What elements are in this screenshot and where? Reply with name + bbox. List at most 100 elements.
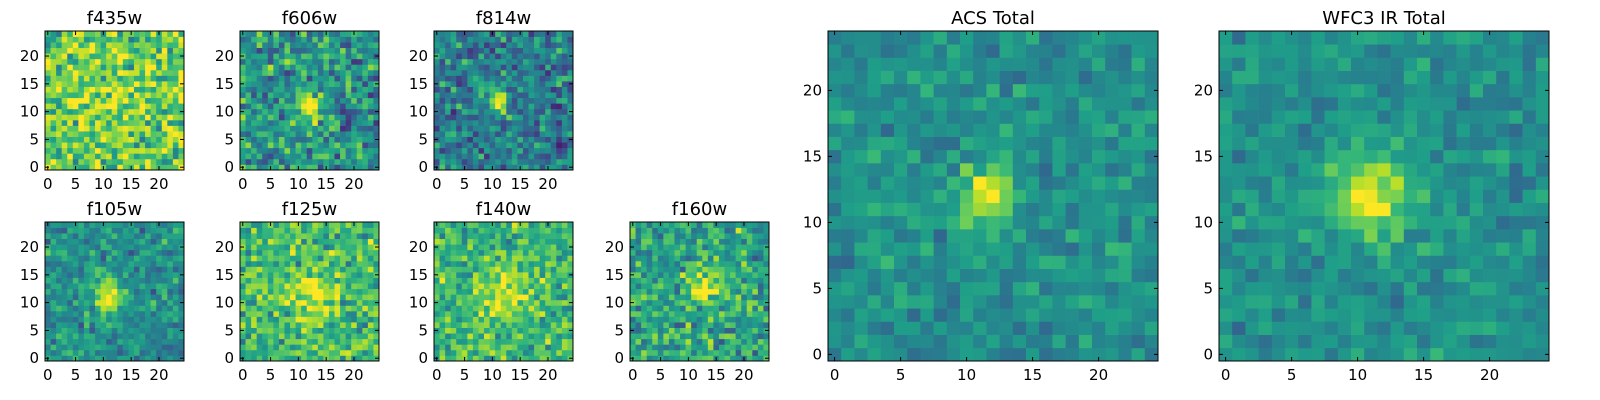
heatmap-cell bbox=[556, 42, 563, 49]
heatmap-cell bbox=[145, 355, 151, 362]
heatmap-cell bbox=[145, 260, 151, 267]
heatmap-cell bbox=[133, 277, 140, 284]
heatmap-cell bbox=[439, 294, 446, 301]
heatmap-cell bbox=[489, 81, 496, 87]
heatmap-cell bbox=[167, 164, 174, 171]
heatmap-cell bbox=[867, 176, 882, 190]
heatmap-cell bbox=[478, 260, 485, 267]
heatmap-cell bbox=[735, 227, 742, 234]
heatmap-cell bbox=[167, 233, 174, 240]
heatmap-cell bbox=[50, 158, 57, 165]
heatmap-cell bbox=[111, 142, 118, 149]
heatmap-cell bbox=[960, 334, 974, 349]
heatmap-cell bbox=[306, 272, 313, 278]
heatmap-cell bbox=[630, 283, 636, 290]
heatmap-cell bbox=[707, 349, 714, 356]
heatmap-cell bbox=[741, 305, 748, 312]
heatmap-cell bbox=[256, 42, 263, 49]
heatmap-cell bbox=[561, 125, 568, 132]
heatmap-cell bbox=[556, 277, 563, 284]
heatmap-cell bbox=[528, 238, 535, 245]
heatmap-cell bbox=[550, 69, 557, 76]
heatmap-cell bbox=[630, 255, 636, 262]
heatmap-cell bbox=[362, 114, 369, 121]
heatmap-cell bbox=[657, 283, 664, 290]
heatmap-cell bbox=[539, 114, 546, 121]
heatmap-cell bbox=[72, 136, 79, 143]
heatmap-cell bbox=[456, 272, 463, 278]
heatmap-cell bbox=[456, 244, 463, 251]
heatmap-cell bbox=[78, 97, 85, 104]
heatmap-cell bbox=[251, 260, 258, 267]
heatmap-cell bbox=[45, 103, 51, 110]
heatmap-cell bbox=[1131, 202, 1146, 217]
heatmap-cell bbox=[522, 322, 529, 328]
heatmap-cell bbox=[550, 260, 557, 267]
heatmap-cell bbox=[340, 288, 346, 295]
heatmap-cell bbox=[550, 244, 557, 251]
x-tick-label: 5 bbox=[656, 366, 666, 384]
heatmap-cell bbox=[456, 53, 463, 60]
heatmap-cell bbox=[106, 299, 113, 306]
heatmap-cell bbox=[450, 147, 457, 154]
heatmap-cell bbox=[290, 283, 296, 290]
heatmap-cell bbox=[301, 158, 308, 165]
heatmap-cell bbox=[495, 69, 502, 76]
heatmap-cell bbox=[511, 316, 518, 323]
heatmap-cell bbox=[150, 131, 157, 137]
heatmap-cell bbox=[467, 333, 474, 340]
heatmap-cell bbox=[668, 299, 675, 306]
heatmap-cell bbox=[506, 238, 513, 245]
heatmap-cell bbox=[933, 321, 948, 335]
heatmap-cell bbox=[960, 229, 974, 243]
heatmap-cell bbox=[61, 136, 68, 143]
heatmap-cell bbox=[256, 36, 263, 43]
heatmap-cell bbox=[317, 244, 324, 251]
heatmap-cell bbox=[167, 288, 174, 295]
heatmap-cell bbox=[301, 75, 308, 82]
heatmap-cell bbox=[278, 119, 285, 126]
heatmap-cell bbox=[161, 272, 168, 278]
heatmap-cell bbox=[245, 31, 252, 37]
heatmap-cell bbox=[122, 327, 129, 334]
heatmap-cell bbox=[439, 338, 446, 345]
x-tick-label: 5 bbox=[266, 175, 276, 193]
heatmap-cell bbox=[439, 75, 446, 82]
heatmap-cell bbox=[894, 347, 908, 362]
heatmap-cell bbox=[920, 149, 934, 164]
heatmap-cell bbox=[78, 136, 85, 143]
heatmap-cell bbox=[500, 305, 507, 312]
heatmap-cell bbox=[290, 75, 296, 82]
heatmap-cell bbox=[317, 81, 324, 87]
heatmap-cell bbox=[718, 294, 725, 301]
heatmap-cell bbox=[467, 81, 474, 87]
heatmap-cell bbox=[262, 288, 269, 295]
heatmap-cell bbox=[517, 47, 524, 54]
heatmap-cell bbox=[467, 36, 474, 43]
heatmap-cell bbox=[450, 42, 457, 49]
heatmap-cell bbox=[83, 255, 90, 262]
heatmap-cell bbox=[545, 305, 552, 312]
heatmap-cell bbox=[986, 202, 1000, 217]
heatmap-cell bbox=[172, 299, 179, 306]
heatmap-cell bbox=[156, 131, 163, 137]
heatmap-cell bbox=[345, 125, 352, 132]
heatmap-cell bbox=[534, 355, 540, 362]
heatmap-cell bbox=[295, 114, 302, 121]
heatmap-cell bbox=[696, 333, 703, 340]
heatmap-cell bbox=[61, 305, 68, 312]
heatmap-cell bbox=[150, 299, 157, 306]
heatmap-cell bbox=[278, 344, 285, 351]
heatmap-cell bbox=[718, 238, 725, 245]
heatmap-cell bbox=[306, 283, 313, 290]
heatmap-cell bbox=[89, 222, 96, 228]
heatmap-cell bbox=[757, 283, 764, 290]
heatmap-cell bbox=[434, 114, 440, 121]
heatmap-cell bbox=[707, 227, 714, 234]
heatmap-cell bbox=[478, 114, 485, 121]
heatmap-cell bbox=[133, 108, 140, 115]
heatmap-cell bbox=[122, 164, 129, 171]
heatmap-cell bbox=[707, 294, 714, 301]
heatmap-cell bbox=[67, 316, 74, 323]
heatmap-cell bbox=[522, 327, 529, 334]
